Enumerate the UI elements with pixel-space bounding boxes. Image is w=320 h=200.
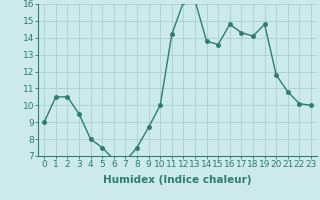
X-axis label: Humidex (Indice chaleur): Humidex (Indice chaleur) [103,175,252,185]
